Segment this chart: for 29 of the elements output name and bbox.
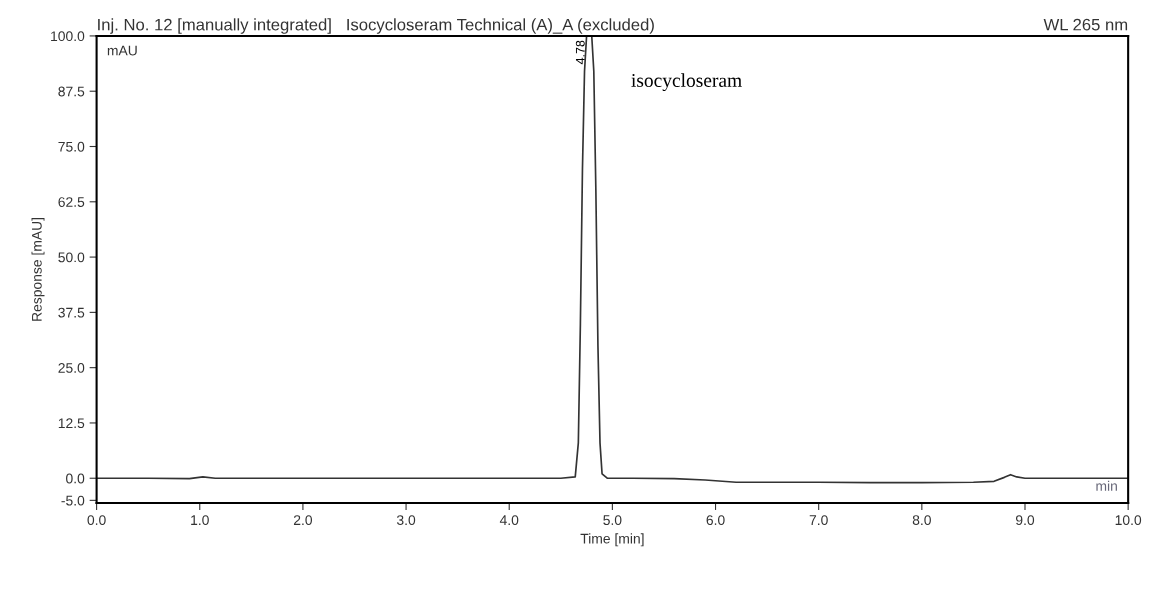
chart-subtitle: WL 265 nm — [1043, 18, 1128, 31]
y-tick-label: 25.0 — [58, 362, 85, 373]
annotation: 4.78 — [575, 40, 585, 65]
y-axis-title: Response [mAU] — [31, 217, 45, 321]
x-tick-label: 4.0 — [499, 515, 519, 526]
y-tick-label: 75.0 — [58, 141, 85, 152]
x-axis-title: Time [min] — [580, 533, 644, 547]
annotation: mAU — [107, 45, 137, 56]
y-tick-label: 12.5 — [58, 418, 85, 429]
x-tick-label: 1.0 — [191, 515, 209, 526]
x-tick-label: 8.0 — [912, 515, 931, 526]
y-tick-label: -5.0 — [61, 495, 85, 506]
x-tick-label: 3.0 — [396, 515, 416, 526]
x-tick-label: 6.0 — [706, 515, 725, 526]
y-tick-label: 100.0 — [51, 31, 85, 42]
y-tick-label: 62.5 — [58, 197, 85, 207]
x-tick-label: 5.0 — [603, 515, 622, 526]
chart-title: Inj. No. 12 [manually integrated] Isocycloseram Technical (A)_A (excluded) — [98, 18, 654, 34]
x-tick-label: 0.0 — [87, 515, 106, 526]
x-tick-label: 10.0 — [1115, 515, 1142, 526]
annotation: isocycloseram — [631, 73, 742, 91]
x-tick-label: 7.0 — [809, 515, 828, 526]
y-tick-label: 87.5 — [58, 86, 85, 97]
y-tick-label: 50.0 — [58, 252, 85, 263]
y-tick-label: 37.5 — [58, 307, 85, 318]
annotation: min — [1096, 480, 1117, 491]
y-tick-label: 0.0 — [66, 473, 85, 484]
x-tick-label: 2.0 — [293, 515, 313, 526]
x-tick-label: 9.0 — [1015, 515, 1035, 526]
